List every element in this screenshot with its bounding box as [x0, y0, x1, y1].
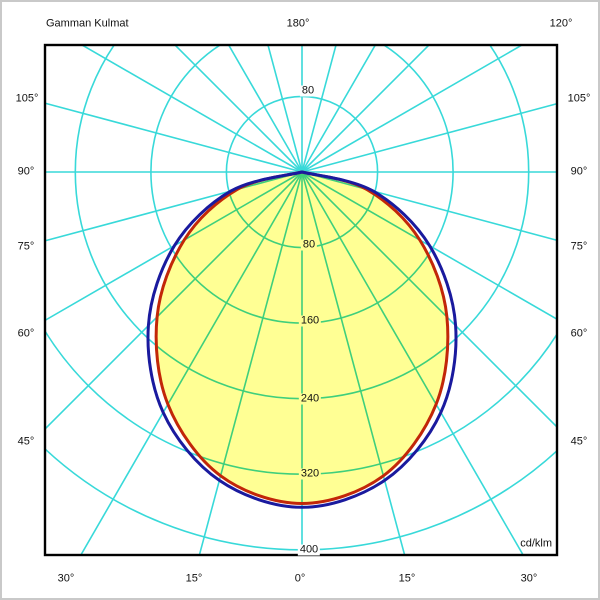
gamma-label-right-105: 105°	[567, 92, 591, 105]
gamma-grid-ray	[45, 102, 303, 173]
gamma-grid-ray	[301, 172, 448, 504]
gamma-label-left-60: 60°	[17, 327, 35, 340]
gamma-grid-ray	[301, 172, 448, 503]
gamma-label-top-180: 180°	[286, 17, 310, 30]
gamma-label-right-75: 75°	[570, 240, 588, 253]
radial-tick-320: 320	[298, 467, 322, 480]
gamma-label-left-90: 90°	[17, 165, 35, 178]
gamma-grid-ray	[156, 172, 303, 504]
radial-tick-240: 240	[298, 392, 322, 405]
gamma-grid-ray	[227, 45, 303, 173]
gamma-label-left-75: 75°	[17, 240, 35, 253]
gamma-grid-ray	[301, 45, 337, 173]
radial-tick-160: 160	[298, 314, 322, 327]
radial-tick-400: 400	[297, 543, 321, 556]
intensity-curve-blue	[146, 170, 458, 509]
gamma-label-right-90: 90°	[570, 165, 588, 178]
gamma-grid-ray	[173, 45, 303, 173]
gamma-grid-ray	[301, 45, 377, 173]
gamma-label-bottom-15r: 15°	[398, 572, 416, 585]
gamma-label-right-60: 60°	[570, 327, 588, 340]
gamma-grid-ray	[156, 172, 303, 503]
gamma-grid-ray	[267, 45, 303, 173]
unit-label: cd/klm	[520, 537, 552, 550]
gamma-grid-ray	[156, 172, 303, 504]
intensity-curve-red	[154, 170, 450, 506]
gamma-grid-ray	[301, 102, 557, 173]
gamma-label-right-45: 45°	[570, 435, 588, 448]
gamma-label-bottom-30r: 30°	[520, 572, 538, 585]
radial-tick-80: 80	[300, 238, 318, 251]
gamma-label-left-45: 45°	[17, 435, 35, 448]
gamma-label-bottom-30l: 30°	[57, 572, 75, 585]
gamma-label-bottom-0: 0°	[294, 572, 306, 585]
gamma-label-left-105: 105°	[15, 92, 39, 105]
gamma-grid-ray	[301, 45, 431, 173]
gamma-grid-ray	[301, 45, 524, 173]
gamma-grid-ray	[301, 171, 557, 242]
gamma-grid-ray	[80, 45, 303, 173]
gamma-label-top-120: 120°	[549, 17, 573, 30]
gamma-label-bottom-15l: 15°	[185, 572, 203, 585]
gamma-grid-ray	[45, 171, 303, 242]
gamma-grid-ray	[301, 172, 448, 504]
radial-tick-80-top: 80	[299, 84, 317, 97]
chart-title: Gamman Kulmat	[46, 17, 129, 30]
